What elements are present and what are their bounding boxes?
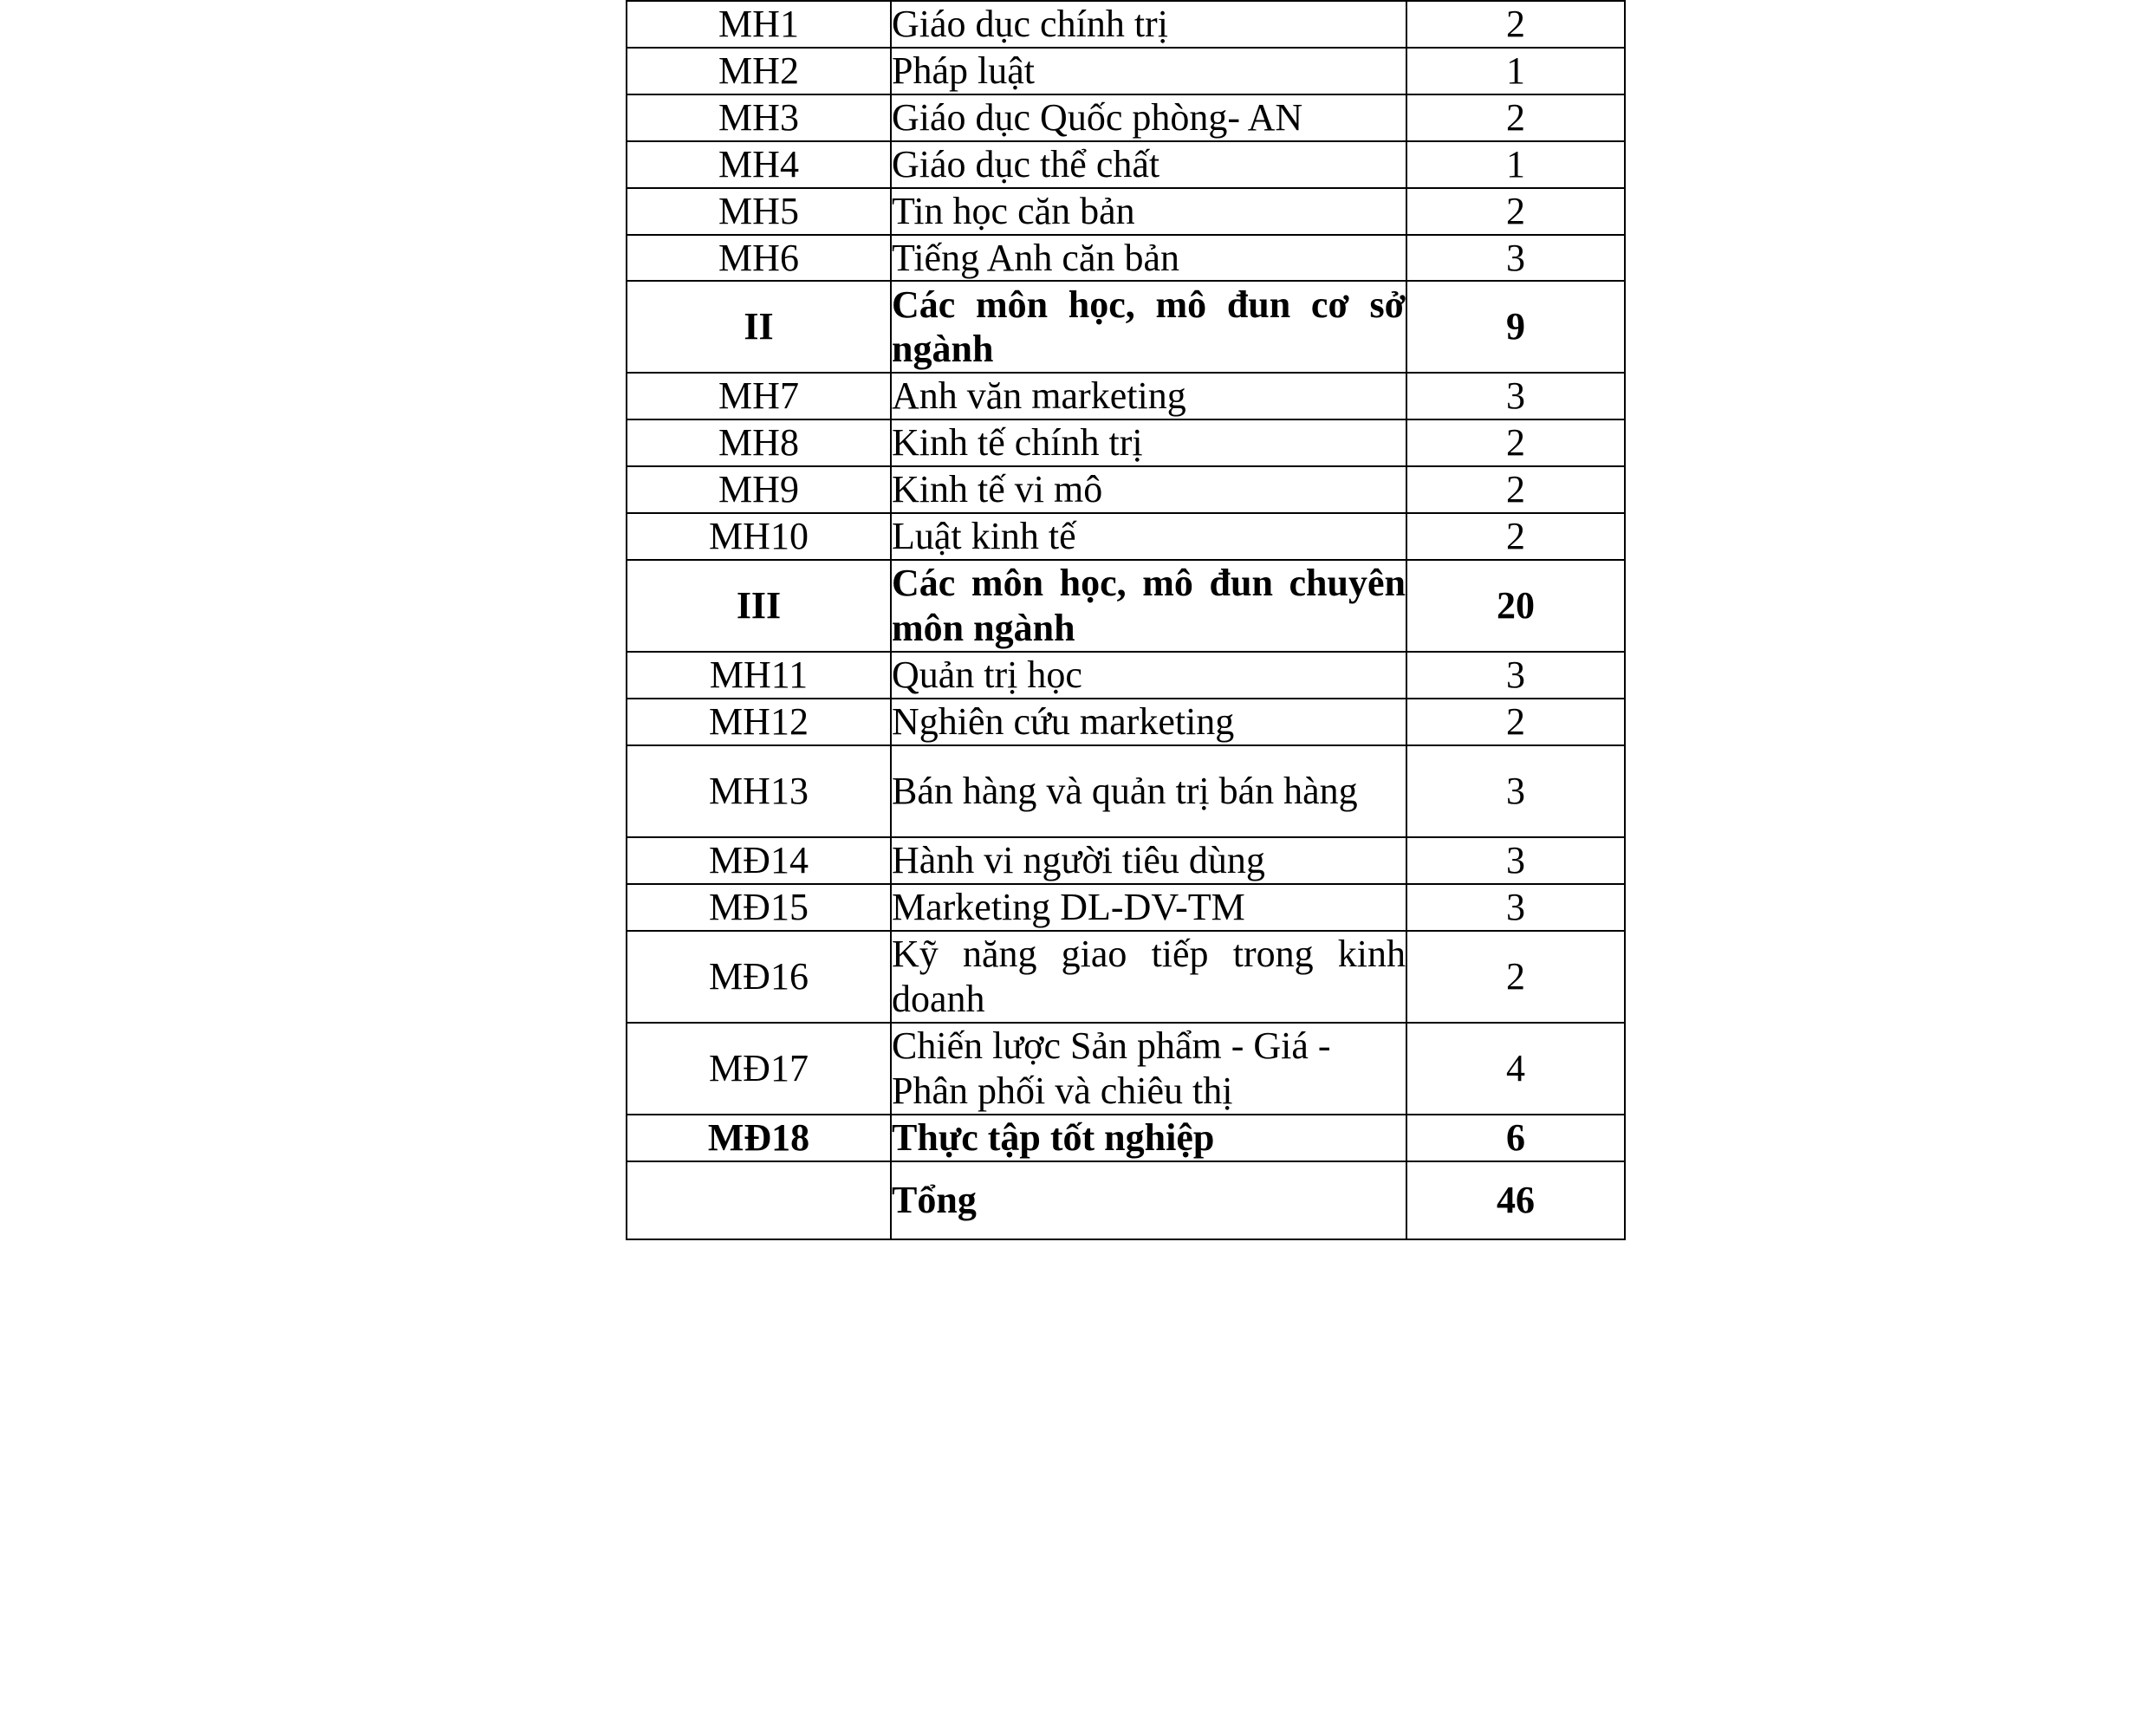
cell-credits: 3 [1406, 882, 1626, 932]
cell-subject-code: MH4 [626, 140, 892, 189]
cell-subject-name: Tiếng Anh căn bản [890, 233, 1407, 283]
cell-subject-name: Giáo dục chính trị [890, 0, 1407, 49]
table-row: II Các môn học, mô đun cơ sở ngành 9 [626, 280, 1626, 374]
table-row: MĐ15 Marketing DL-DV-TM 3 [626, 882, 1626, 932]
cell-credits: 2 [1406, 697, 1626, 746]
cell-credits: 46 [1406, 1160, 1626, 1240]
cell-subject-name: Kỹ năng giao tiếp trong kinh doanh [890, 929, 1407, 1024]
table-row: III Các môn học, mô đun chuyên môn ngành 2… [626, 559, 1626, 653]
cell-subject-name: Chiến lược Sản phẩm - Giá - Phân phối và… [890, 1021, 1407, 1115]
cell-subject-code: MH10 [626, 512, 892, 562]
table-row: MH4 Giáo dục thể chất 1 [626, 140, 1626, 189]
cell-credits: 1 [1406, 46, 1626, 95]
cell-credits: 3 [1406, 233, 1626, 283]
cell-credits: 3 [1406, 835, 1626, 885]
cell-subject-code: MH6 [626, 233, 892, 283]
table-row: MH5 Tin học căn bản 2 [626, 186, 1626, 236]
cell-subject-name: Các môn học, mô đun chuyên môn ngành [890, 559, 1407, 653]
table-row: MH9 Kinh tế vi mô 2 [626, 465, 1626, 515]
table-row: MĐ14 Hành vi người tiêu dùng 3 [626, 835, 1626, 885]
cell-credits: 2 [1406, 93, 1626, 142]
cell-subject-code: MĐ14 [626, 835, 892, 885]
cell-credits: 3 [1406, 372, 1626, 421]
cell-subject-name: Giáo dục Quốc phòng- AN [890, 93, 1407, 142]
cell-subject-code: MĐ16 [626, 929, 892, 1024]
table-row: MH2 Pháp luật 1 [626, 46, 1626, 95]
table-row: MĐ17 Chiến lược Sản phẩm - Giá - Phân phố… [626, 1021, 1626, 1115]
table-row: MH8 Kinh tế chính trị 2 [626, 419, 1626, 468]
cell-subject-name: Bán hàng và quản trị bán hàng [890, 744, 1407, 838]
cell-subject-name: Pháp luật [890, 46, 1407, 95]
cell-credits: 3 [1406, 744, 1626, 838]
cell-subject-code: MH13 [626, 744, 892, 838]
cell-credits: 2 [1406, 465, 1626, 515]
cell-subject-code: MH3 [626, 93, 892, 142]
table-row: MH7 Anh văn marketing 3 [626, 372, 1626, 421]
table-row: Tổng 46 [626, 1160, 1626, 1240]
cell-subject-code: MH1 [626, 0, 892, 49]
cell-credits: 2 [1406, 929, 1626, 1024]
cell-subject-code: II [626, 280, 892, 374]
cell-subject-name: Nghiên cứu marketing [890, 697, 1407, 746]
cell-subject-name: Kinh tế chính trị [890, 419, 1407, 468]
cell-credits: 4 [1406, 1021, 1626, 1115]
cell-credits: 6 [1406, 1113, 1626, 1162]
table-row: MH13 Bán hàng và quản trị bán hàng 3 [626, 744, 1626, 838]
cell-credits: 20 [1406, 559, 1626, 653]
cell-subject-code: MH9 [626, 465, 892, 515]
cell-subject-name: Luật kinh tế [890, 512, 1407, 562]
cell-credits: 2 [1406, 419, 1626, 468]
table-row: MH6 Tiếng Anh căn bản 3 [626, 233, 1626, 283]
cell-subject-code [626, 1160, 892, 1240]
cell-subject-name: Thực tập tốt nghiệp [890, 1113, 1407, 1162]
cell-subject-code: MĐ18 [626, 1113, 892, 1162]
table-row: MH3 Giáo dục Quốc phòng- AN 2 [626, 93, 1626, 142]
cell-subject-name: Các môn học, mô đun cơ sở ngành [890, 280, 1407, 374]
cell-subject-code: MH8 [626, 419, 892, 468]
cell-credits: 3 [1406, 651, 1626, 699]
cell-subject-name: Tin học căn bản [890, 186, 1407, 236]
cell-subject-code: MĐ17 [626, 1021, 892, 1115]
table-row: MH12 Nghiên cứu marketing 2 [626, 697, 1626, 746]
cell-subject-name: Quản trị học [890, 651, 1407, 699]
cell-credits: 1 [1406, 140, 1626, 189]
cell-subject-name: Hành vi người tiêu dùng [890, 835, 1407, 885]
cell-credits: 2 [1406, 512, 1626, 562]
cell-credits: 2 [1406, 186, 1626, 236]
cell-subject-name: Kinh tế vi mô [890, 465, 1407, 515]
table-row: MĐ16 Kỹ năng giao tiếp trong kinh doanh 2 [626, 929, 1626, 1024]
cell-subject-code: MH7 [626, 372, 892, 421]
cell-subject-code: III [626, 559, 892, 653]
cell-subject-name: Giáo dục thể chất [890, 140, 1407, 189]
cell-subject-code: MH12 [626, 697, 892, 746]
cell-subject-code: MH11 [626, 651, 892, 699]
cell-subject-code: MH5 [626, 186, 892, 236]
table-row: MH1 Giáo dục chính trị 2 [626, 0, 1626, 49]
cell-credits: 2 [1406, 0, 1626, 49]
curriculum-credit-table: MH1 Giáo dục chính trị 2 MH2 Pháp luật 1 MH3 Gi… [626, 0, 1626, 1240]
table-row: MH11 Quản trị học 3 [626, 651, 1626, 699]
cell-subject-name: Anh văn marketing [890, 372, 1407, 421]
table-row: MH10 Luật kinh tế 2 [626, 512, 1626, 562]
cell-subject-name: Tổng [890, 1160, 1407, 1240]
cell-credits: 9 [1406, 280, 1626, 374]
cell-subject-code: MH2 [626, 46, 892, 95]
table-row: MĐ18 Thực tập tốt nghiệp 6 [626, 1113, 1626, 1162]
table-body: MH1 Giáo dục chính trị 2 MH2 Pháp luật 1 MH3 Gi… [626, 0, 1626, 1240]
cell-subject-name: Marketing DL-DV-TM [890, 882, 1407, 932]
cell-subject-code: MĐ15 [626, 882, 892, 932]
